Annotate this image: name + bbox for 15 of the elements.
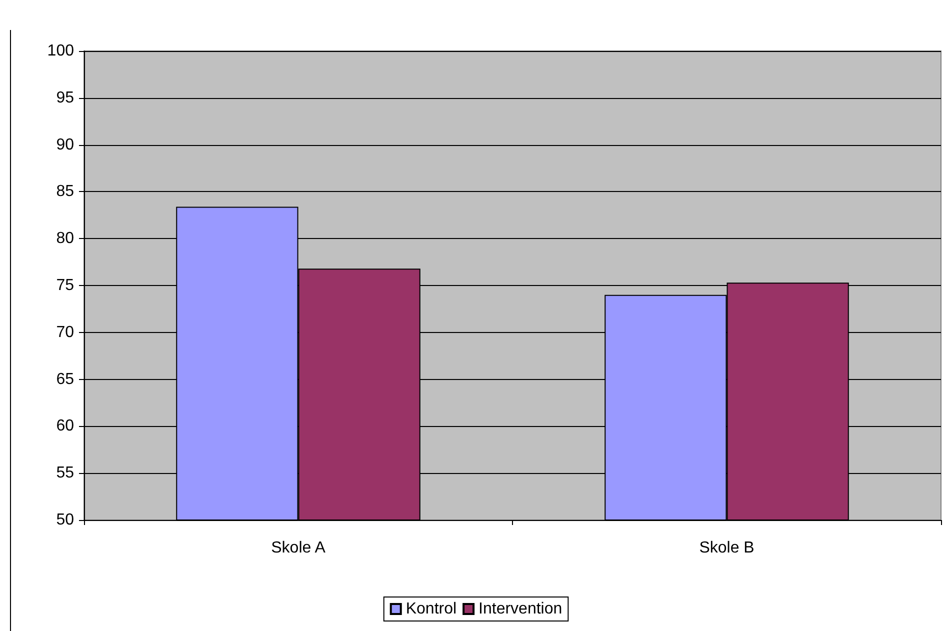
x-tick-label: Skole A [271, 540, 326, 556]
y-tick-label: 80 [56, 230, 74, 248]
x-tick-label: Skole B [699, 540, 754, 556]
y-tick-label: 85 [56, 183, 74, 200]
y-tick-label: 90 [56, 136, 74, 154]
y-tick-label: 100 [47, 42, 74, 60]
y-tick-label: 65 [56, 370, 74, 388]
y-tick-label: 70 [56, 324, 74, 341]
legend-label: Intervention [478, 600, 562, 618]
legend-label: Kontrol [406, 600, 457, 618]
y-tick-label: 95 [56, 89, 74, 106]
y-tick-label: 55 [56, 464, 74, 482]
y-tick-label: 50 [56, 512, 74, 528]
y-tick-label: 60 [56, 418, 74, 435]
y-tick-label: 75 [56, 277, 74, 294]
